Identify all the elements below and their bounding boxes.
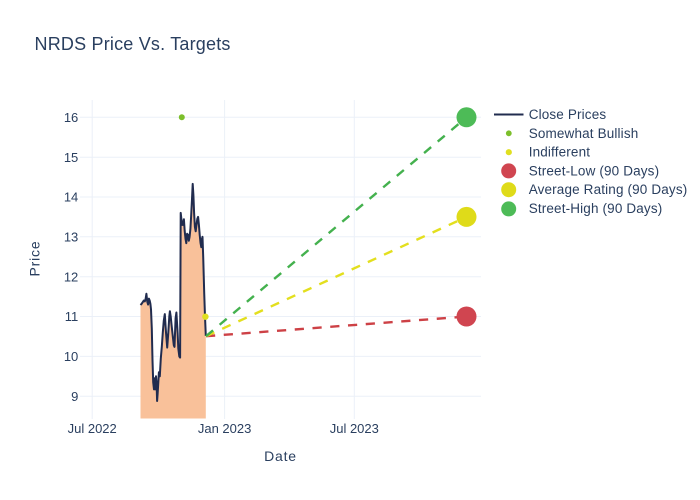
svg-text:Jul 2023: Jul 2023 — [330, 421, 379, 436]
svg-text:Average Rating (90 Days): Average Rating (90 Days) — [529, 182, 688, 197]
svg-text:Street-Low (90 Days): Street-Low (90 Days) — [529, 163, 660, 178]
svg-text:13: 13 — [64, 229, 78, 244]
svg-text:16: 16 — [64, 110, 78, 125]
svg-text:Somewhat Bullish: Somewhat Bullish — [529, 126, 639, 141]
svg-text:Date: Date — [264, 448, 297, 464]
svg-text:11: 11 — [65, 309, 79, 324]
svg-text:10: 10 — [64, 349, 78, 364]
svg-text:12: 12 — [64, 269, 78, 284]
svg-text:Indifferent: Indifferent — [529, 145, 591, 160]
svg-text:Close Prices: Close Prices — [529, 107, 607, 122]
svg-text:Jul 2022: Jul 2022 — [68, 421, 117, 436]
svg-text:Street-High (90 Days): Street-High (90 Days) — [529, 201, 663, 216]
svg-text:NRDS Price Vs. Targets: NRDS Price Vs. Targets — [35, 34, 231, 54]
svg-text:14: 14 — [64, 190, 78, 205]
svg-text:9: 9 — [71, 389, 78, 404]
svg-text:Price: Price — [26, 241, 42, 277]
svg-text:Jan 2023: Jan 2023 — [198, 421, 252, 436]
svg-text:15: 15 — [64, 150, 78, 165]
